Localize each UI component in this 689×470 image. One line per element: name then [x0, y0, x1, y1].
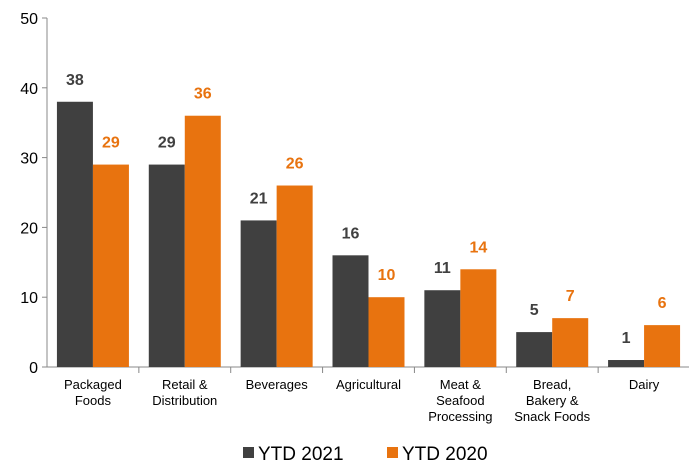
data-label: 7: [566, 288, 575, 305]
bar-ytd-2021: [608, 360, 645, 367]
legend-label: YTD 2021: [258, 444, 344, 465]
y-tick-label: 10: [20, 290, 38, 307]
category-label-line: Retail &: [162, 377, 208, 392]
category-label: Beverages: [246, 377, 309, 392]
data-label: 1: [622, 330, 631, 347]
category-label-line: Meat &: [440, 377, 482, 392]
category-label-line: Beverages: [246, 377, 309, 392]
data-label: 6: [658, 295, 667, 312]
category-label-line: Bakery &: [526, 393, 579, 408]
category-label-line: Snack Foods: [514, 409, 590, 424]
y-tick-label: 20: [20, 220, 38, 237]
bar-ytd-2020: [460, 269, 497, 367]
legend-label: YTD 2020: [402, 444, 488, 465]
y-tick-label: 0: [29, 360, 38, 377]
legend-swatch: [243, 447, 254, 458]
bar-ytd-2020: [92, 164, 129, 367]
y-axis: 0 10 20 30 40 50: [20, 11, 48, 377]
data-label: 29: [158, 135, 176, 152]
bar-ytd-2020: [276, 185, 313, 367]
data-label: 16: [342, 225, 360, 242]
category-label-line: Seafood: [436, 393, 484, 408]
category-label-line: Foods: [75, 393, 112, 408]
bar-ytd-2020: [644, 325, 681, 367]
y-tick-label: 40: [20, 81, 38, 98]
bar-ytd-2020: [184, 115, 221, 367]
category-label: Agricultural: [336, 377, 401, 392]
data-label: 21: [250, 190, 268, 207]
bar-ytd-2021: [240, 220, 277, 367]
data-label: 38: [66, 72, 84, 89]
data-labels: 38 29 21 16 11 5 1 29 36 26 10 14 7 6: [66, 72, 667, 347]
data-label: 26: [286, 156, 304, 173]
bar-ytd-2021: [148, 164, 185, 367]
y-tick-label: 30: [20, 151, 38, 168]
bar-ytd-2020: [368, 297, 405, 367]
category-label: Bread, Bakery & Snack Foods: [514, 377, 590, 424]
category-label-line: Dairy: [629, 377, 660, 392]
bar-ytd-2021: [332, 255, 369, 367]
category-label-line: Distribution: [152, 393, 217, 408]
category-label: Packaged Foods: [64, 377, 122, 408]
data-label: 11: [434, 260, 451, 277]
bar-ytd-2021: [516, 332, 553, 367]
category-label: Retail & Distribution: [152, 377, 217, 408]
data-label: 14: [469, 239, 487, 256]
bars: [56, 101, 681, 367]
data-label: 10: [378, 267, 396, 284]
legend: YTD 2021 YTD 2020: [243, 444, 488, 465]
data-label: 29: [102, 135, 120, 152]
category-label: Meat & Seafood Processing: [428, 377, 492, 424]
x-axis: Packaged Foods Retail & Distribution Beverag…: [47, 366, 689, 424]
data-label: 36: [194, 86, 212, 103]
category-label-line: Processing: [428, 409, 492, 424]
bar-ytd-2020: [552, 318, 589, 367]
category-label-line: Bread,: [533, 377, 571, 392]
bar-ytd-2021: [424, 290, 461, 367]
category-label-line: Packaged: [64, 377, 122, 392]
legend-swatch: [387, 447, 398, 458]
category-label: Dairy: [629, 377, 660, 392]
category-label-line: Agricultural: [336, 377, 401, 392]
bar-ytd-2021: [56, 101, 93, 367]
y-tick-label: 50: [20, 11, 38, 28]
data-label: 5: [530, 302, 539, 319]
